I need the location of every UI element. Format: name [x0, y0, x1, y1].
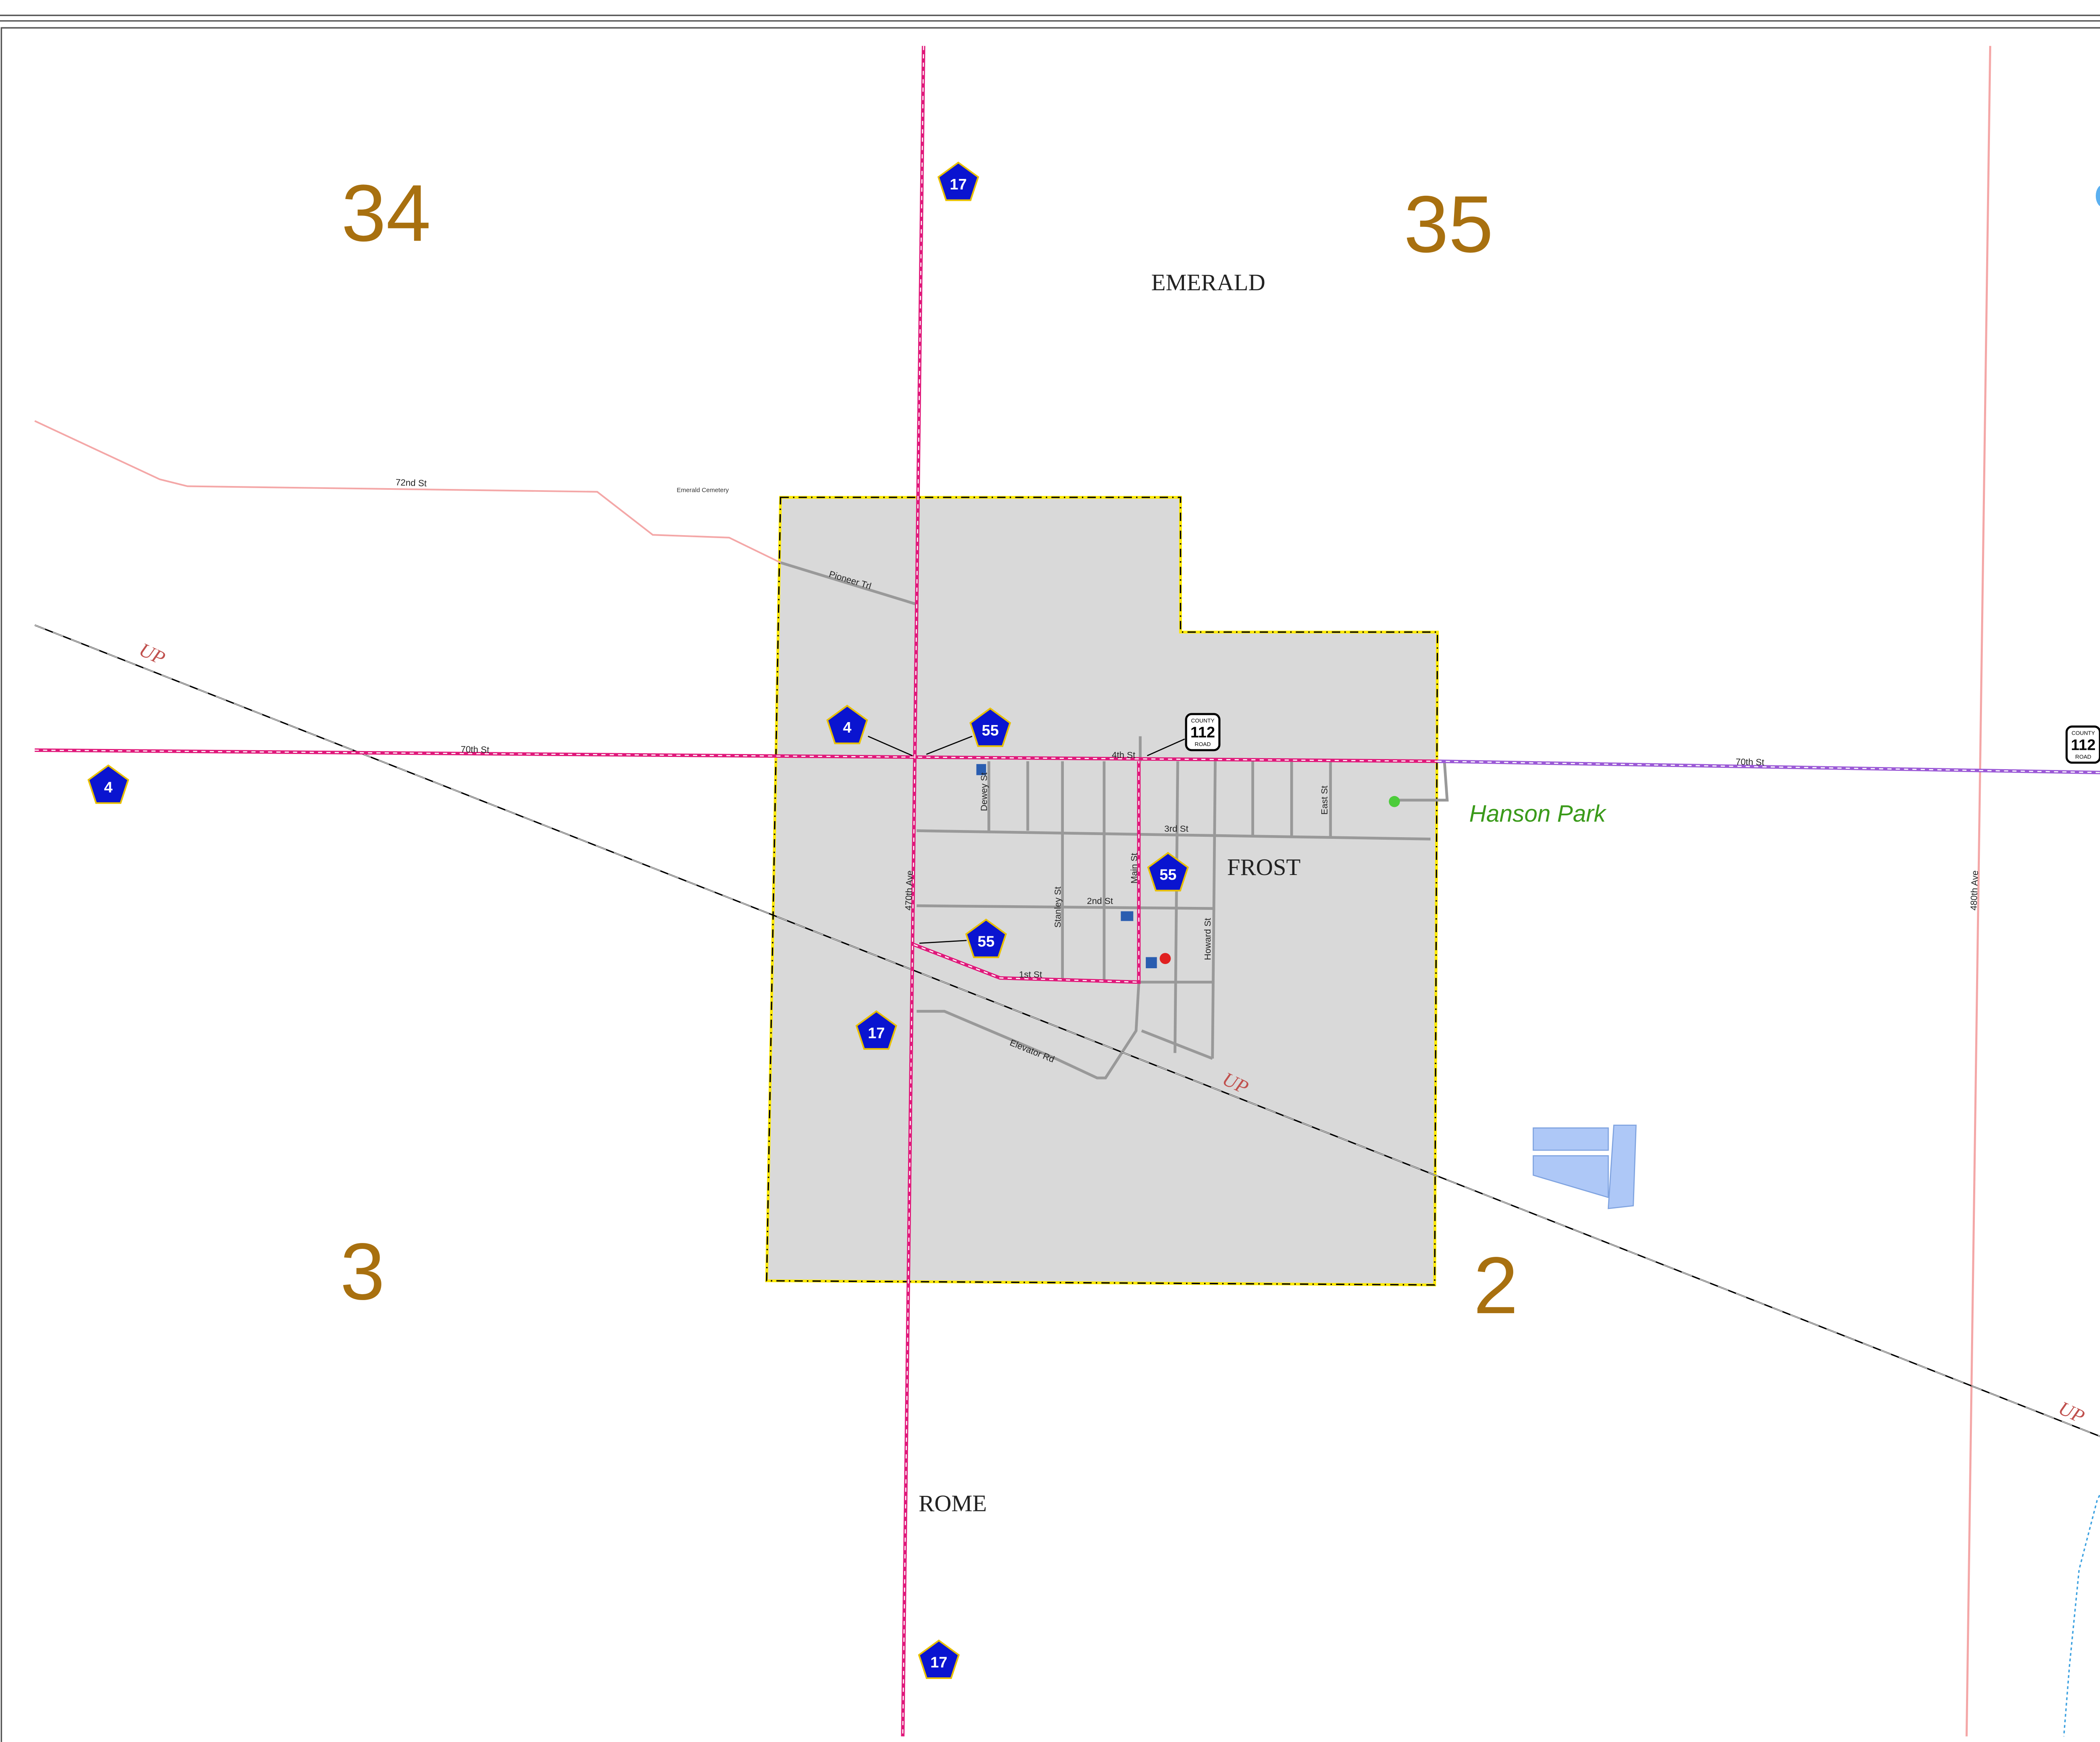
- route-shield: [87, 764, 129, 804]
- section-number: 2: [1473, 1240, 1518, 1330]
- street-label: 1st St: [1019, 970, 1042, 980]
- route-number: 17: [868, 1025, 885, 1042]
- poi-icon: [1121, 911, 1134, 921]
- route-shield: [965, 918, 1007, 958]
- street-label: 70th St: [461, 744, 490, 755]
- route-number: 4: [843, 719, 852, 736]
- poi-icon: [1160, 953, 1171, 964]
- railroad-ties: [34, 625, 2100, 1437]
- water: [1533, 1125, 1637, 1209]
- street-label: 70th St: [1735, 757, 1764, 767]
- route-number: 4: [104, 778, 113, 796]
- street-label: Stanley St: [1053, 886, 1063, 927]
- county-bottom: ROAD: [1195, 741, 1211, 747]
- street-label: East St: [1319, 786, 1329, 815]
- street-label: Howard St: [1203, 918, 1213, 960]
- route-number: 17: [950, 176, 966, 193]
- street-label: 470th Ave: [903, 870, 915, 911]
- pointer-arrows: [868, 736, 1185, 944]
- frame: [0, 27, 2100, 1742]
- route-number: 55: [1160, 866, 1176, 883]
- place-name: ROME: [919, 1491, 987, 1517]
- route-shield: [937, 161, 979, 201]
- route-number: 17: [930, 1654, 947, 1671]
- route-shield: [826, 704, 868, 744]
- county-number: 112: [2071, 736, 2096, 754]
- town-boundary-dash: [766, 497, 1438, 1286]
- park-icon: [1389, 796, 1400, 807]
- county-top: COUNTY: [2071, 730, 2095, 736]
- route-shield: [918, 1639, 960, 1679]
- county-top: COUNTY: [1191, 717, 1215, 724]
- route-shield: [855, 1010, 898, 1050]
- street-label: 2nd St: [1087, 896, 1113, 906]
- section-number: 34: [341, 168, 431, 258]
- streets: [780, 561, 1449, 1080]
- street-label: 4th St: [1112, 750, 1135, 760]
- section-number: 35: [1404, 179, 1493, 269]
- county-road: [34, 420, 781, 564]
- route-number: 55: [982, 722, 998, 739]
- poi-icon: [1146, 957, 1157, 968]
- place-name: EMERALD: [1151, 270, 1265, 296]
- highway-center: [1437, 760, 2100, 773]
- place-name: FROST: [1227, 854, 1301, 880]
- county-number: 112: [1190, 724, 1215, 741]
- street-label: 480th Ave: [1969, 870, 1980, 911]
- county-road: [1965, 46, 1992, 1737]
- route-number: 55: [978, 933, 995, 950]
- street-label: Main St: [1129, 853, 1139, 883]
- ponds: [2095, 186, 2100, 206]
- section-number: 3: [340, 1226, 385, 1316]
- street-label: 3rd St: [1164, 824, 1188, 834]
- cemetery-label: Emerald Cemetery: [677, 487, 729, 494]
- route-shield: [1147, 852, 1189, 892]
- street-label: Dewey St: [979, 772, 989, 811]
- county-shield: [1185, 713, 1221, 751]
- street-label: 72nd St: [395, 477, 427, 489]
- route-shield: [969, 707, 1011, 747]
- county-bottom: ROAD: [2075, 754, 2091, 760]
- park-label: Hanson Park: [1469, 800, 1607, 827]
- poi-icon: [976, 764, 986, 775]
- state-highway-center: [34, 46, 1438, 1737]
